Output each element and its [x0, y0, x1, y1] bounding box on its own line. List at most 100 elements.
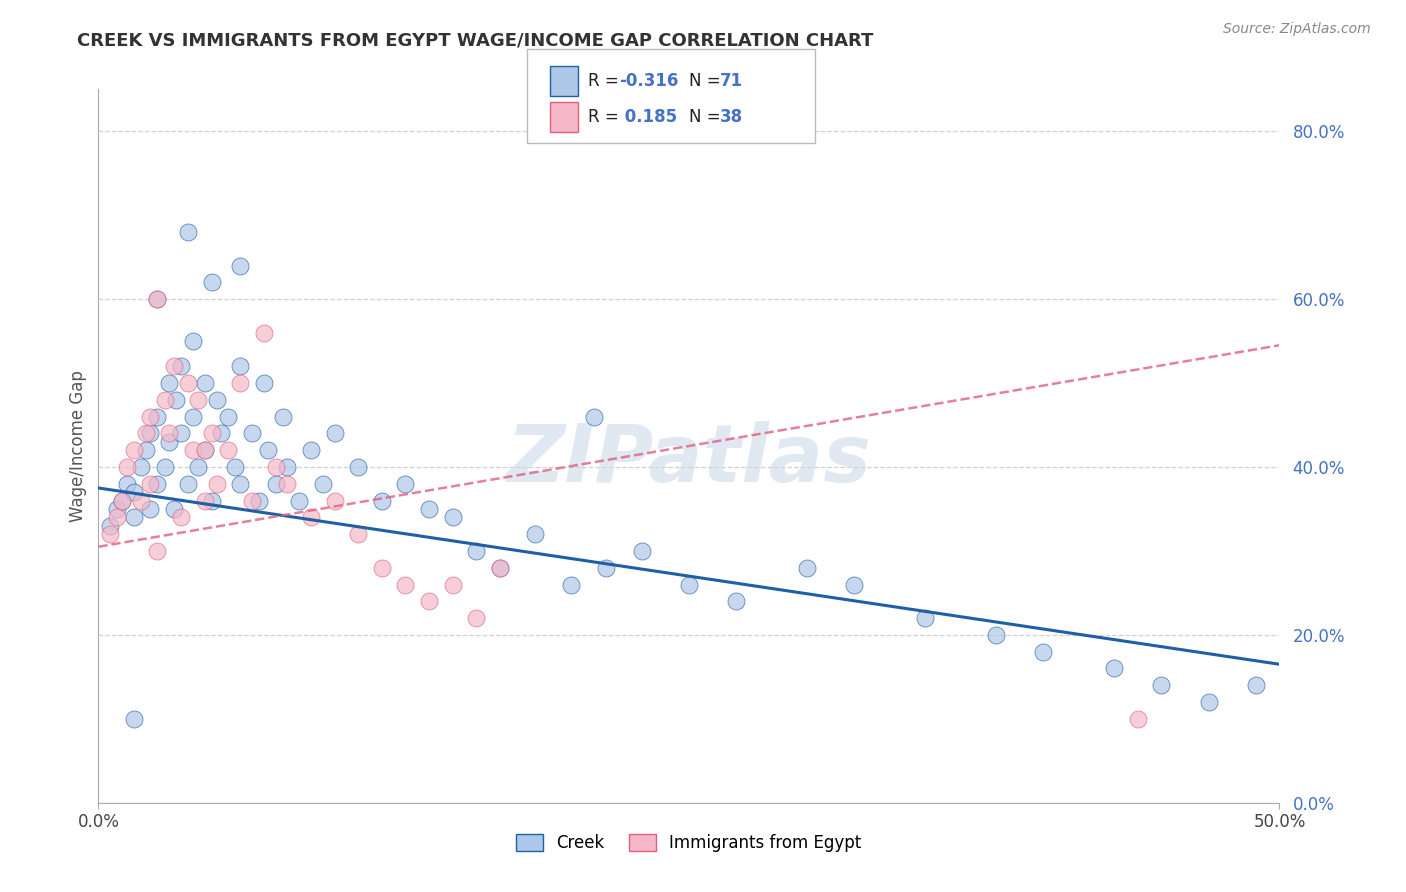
Point [194, 493, 217, 508]
Point [122, 510, 145, 524]
Point [170, 359, 193, 374]
Point [418, 502, 440, 516]
Text: 38: 38 [720, 108, 742, 126]
Point [135, 426, 157, 441]
Text: 0.185: 0.185 [619, 108, 676, 126]
Point [725, 594, 748, 608]
Point [181, 409, 204, 424]
Point [217, 409, 239, 424]
Point [129, 460, 152, 475]
Point [489, 560, 512, 574]
Text: -0.316: -0.316 [619, 72, 678, 90]
Point [583, 409, 606, 424]
Point [489, 560, 512, 574]
Point [129, 493, 152, 508]
Point [181, 334, 204, 348]
Point [153, 392, 176, 407]
Point [170, 426, 193, 441]
Point [115, 476, 138, 491]
Point [240, 493, 263, 508]
Point [299, 510, 322, 524]
Point [187, 460, 209, 475]
Point [247, 493, 270, 508]
Point [205, 476, 228, 491]
Point [209, 426, 232, 441]
Point [1032, 645, 1054, 659]
Point [394, 577, 416, 591]
Point [264, 476, 287, 491]
Point [139, 426, 162, 441]
Point [111, 493, 134, 508]
Point [465, 544, 488, 558]
Point [98, 527, 121, 541]
Point [1126, 712, 1149, 726]
Point [257, 443, 280, 458]
Point [371, 493, 394, 508]
Point [201, 275, 224, 289]
Text: Source: ZipAtlas.com: Source: ZipAtlas.com [1223, 22, 1371, 37]
Point [187, 392, 209, 407]
Point [560, 577, 582, 591]
Point [146, 409, 169, 424]
Point [122, 712, 145, 726]
Point [240, 426, 263, 441]
Point [418, 594, 440, 608]
Point [165, 392, 187, 407]
Point [264, 460, 287, 475]
Point [105, 510, 128, 524]
Point [288, 493, 311, 508]
Point [111, 493, 134, 508]
Point [299, 443, 322, 458]
Point [146, 292, 169, 306]
Legend: Creek, Immigrants from Egypt: Creek, Immigrants from Egypt [509, 827, 869, 859]
Point [194, 443, 217, 458]
Point [276, 476, 298, 491]
Point [229, 259, 252, 273]
Point [1102, 661, 1125, 675]
Point [1244, 678, 1267, 692]
Point [678, 577, 700, 591]
Point [441, 577, 464, 591]
Point [146, 544, 169, 558]
Point [323, 493, 346, 508]
Point [217, 443, 239, 458]
Text: N =: N = [689, 108, 725, 126]
Point [224, 460, 246, 475]
Point [796, 560, 818, 574]
Point [595, 560, 617, 574]
Point [98, 518, 121, 533]
Text: N =: N = [689, 72, 725, 90]
Y-axis label: Wage/Income Gap: Wage/Income Gap [69, 370, 87, 522]
Point [229, 476, 252, 491]
Point [115, 460, 138, 475]
Point [139, 476, 162, 491]
Point [229, 376, 252, 390]
Point [371, 560, 394, 574]
Point [844, 577, 866, 591]
Point [253, 376, 276, 390]
Point [153, 460, 176, 475]
Point [271, 409, 294, 424]
Point [122, 485, 145, 500]
Point [105, 502, 128, 516]
Text: 71: 71 [720, 72, 742, 90]
Point [177, 376, 200, 390]
Text: R =: R = [588, 72, 624, 90]
Point [201, 426, 224, 441]
Point [139, 409, 162, 424]
Point [630, 544, 652, 558]
Point [347, 460, 370, 475]
Point [465, 611, 488, 625]
Point [1150, 678, 1173, 692]
Point [1198, 695, 1220, 709]
Point [229, 359, 252, 374]
Point [194, 376, 217, 390]
Point [524, 527, 547, 541]
Point [181, 443, 204, 458]
Point [146, 292, 169, 306]
Text: R =: R = [588, 108, 624, 126]
Point [441, 510, 464, 524]
Point [139, 502, 162, 516]
Point [163, 359, 186, 374]
Text: ZIPatlas: ZIPatlas [506, 421, 872, 500]
